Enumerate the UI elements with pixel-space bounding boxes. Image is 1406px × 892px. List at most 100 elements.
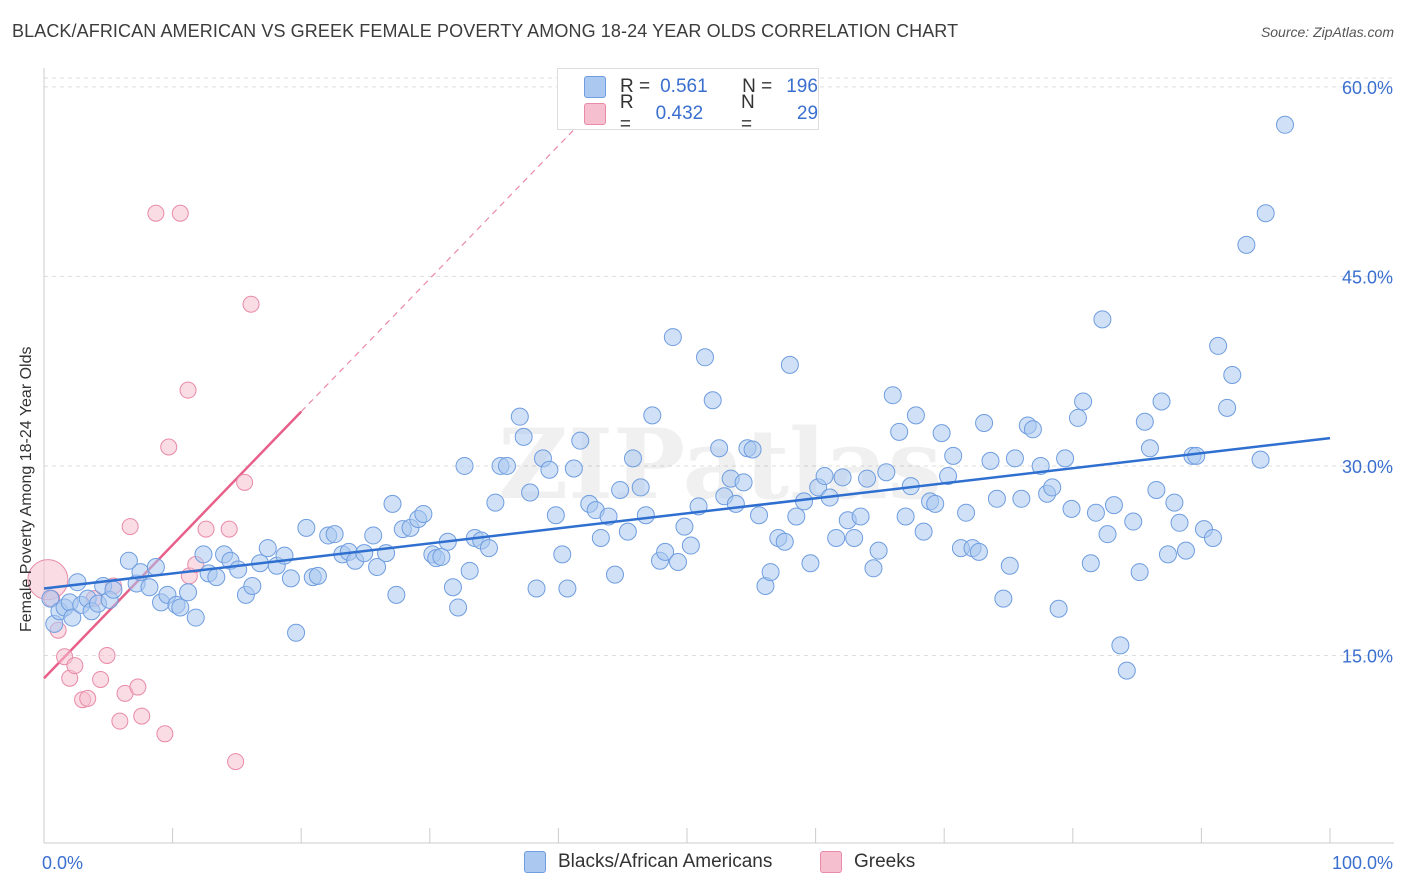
stats-row-greeks: R = 0.432 N = 29 — [558, 92, 818, 135]
blacks-point — [486, 493, 505, 512]
blacks-points — [41, 115, 1294, 680]
r-label: R = — [620, 76, 651, 97]
blacks-point — [1093, 310, 1112, 329]
r-value: 0.432 — [655, 103, 704, 124]
chart-title: BLACK/AFRICAN AMERICAN VS GREEK FEMALE P… — [12, 21, 959, 41]
blacks-point — [383, 494, 402, 513]
r-value: 0.561 — [660, 76, 708, 97]
blacks-point — [171, 598, 190, 617]
blacks-point — [643, 406, 662, 425]
blacks-point — [104, 580, 123, 599]
blacks-point — [1104, 496, 1123, 515]
y-axis-label: Female Poverty Among 18-24 Year Olds — [18, 346, 35, 633]
blacks-point — [957, 503, 976, 522]
blacks-point — [41, 589, 60, 608]
blacks-point — [1170, 513, 1189, 532]
blacks-point — [1130, 563, 1149, 582]
blacks-point — [414, 504, 433, 523]
bottom-legend: Blacks/African Americans Greeks — [0, 851, 1406, 879]
blacks-point — [681, 536, 700, 555]
blacks-point — [827, 528, 846, 547]
blacks-point — [734, 473, 753, 492]
y-tick-label: 45.0% — [1342, 267, 1393, 287]
blacks-point — [546, 506, 565, 525]
blacks-point — [1043, 478, 1062, 497]
blue-swatch — [524, 851, 546, 873]
legend-item-blacks[interactable]: Blacks/African Americans — [524, 851, 772, 873]
blacks-point — [432, 547, 451, 566]
blacks-point — [1117, 661, 1136, 680]
n-value: 196 — [786, 76, 818, 97]
legend-label-blacks: Blacks/African Americans — [558, 851, 773, 872]
blacks-point — [1124, 512, 1143, 531]
blacks-point — [1056, 449, 1075, 468]
greeks-point — [66, 657, 84, 675]
blacks-point — [801, 554, 820, 573]
blacks-point — [1187, 446, 1206, 465]
greeks-point — [156, 725, 174, 743]
x-tick-label-min: 0.0% — [42, 853, 83, 873]
blacks-point — [994, 589, 1013, 608]
greeks-point — [147, 204, 165, 222]
stats-row-blacks: R = 0.561 N = 196 — [558, 73, 818, 101]
blacks-point — [1135, 412, 1154, 431]
blacks-point — [368, 558, 387, 577]
blacks-point — [618, 522, 637, 541]
blacks-point — [194, 545, 213, 564]
blacks-point — [387, 585, 406, 604]
blacks-point — [636, 506, 655, 525]
blacks-point — [631, 478, 650, 497]
greeks-point — [220, 520, 238, 538]
blacks-point — [883, 386, 902, 405]
blacks-point — [325, 525, 344, 544]
blacks-point — [1152, 392, 1171, 411]
blacks-point — [896, 507, 915, 526]
blacks-point — [521, 483, 540, 502]
blacks-point — [926, 494, 945, 513]
blacks-point — [564, 459, 583, 478]
blacks-point — [944, 446, 963, 465]
blacks-point — [68, 573, 87, 592]
blacks-point — [710, 439, 729, 458]
blacks-point — [527, 579, 546, 598]
n-label: N = — [741, 92, 755, 135]
greeks-trend-solid — [43, 410, 303, 680]
blacks-point — [1023, 420, 1042, 439]
greeks-point — [242, 295, 260, 313]
blacks-point — [591, 528, 610, 547]
blacks-point — [743, 440, 762, 459]
pink-swatch — [820, 851, 842, 873]
blacks-point — [1098, 525, 1117, 544]
blacks-point — [845, 528, 864, 547]
blacks-point — [761, 563, 780, 582]
blacks-point — [479, 539, 498, 558]
greeks-trend-extension — [300, 105, 598, 413]
greeks-point — [111, 712, 129, 730]
blacks-point — [939, 467, 958, 486]
n-label: N = — [742, 76, 773, 97]
blacks-point — [981, 451, 1000, 470]
blacks-point — [696, 348, 715, 367]
blacks-point — [1000, 556, 1019, 575]
blacks-point — [1176, 541, 1195, 560]
blacks-point — [605, 565, 624, 584]
blacks-point — [553, 545, 572, 564]
blacks-point — [258, 539, 277, 558]
blacks-point — [449, 598, 468, 617]
blacks-point — [1218, 398, 1237, 417]
blacks-point — [140, 578, 159, 597]
greeks-point — [227, 753, 245, 771]
legend-item-greeks[interactable]: Greeks — [820, 851, 915, 873]
legend-label-greeks: Greeks — [854, 851, 916, 872]
blacks-point — [514, 427, 533, 446]
greeks-point — [92, 670, 110, 688]
greeks-trend-line — [43, 105, 598, 680]
blacks-point — [750, 506, 769, 525]
blacks-point — [1111, 636, 1130, 655]
blacks-point — [775, 532, 794, 551]
blacks-point — [987, 489, 1006, 508]
greeks-point — [129, 678, 147, 696]
blacks-point — [864, 559, 883, 578]
blacks-point — [308, 566, 327, 585]
blacks-point — [890, 422, 909, 441]
